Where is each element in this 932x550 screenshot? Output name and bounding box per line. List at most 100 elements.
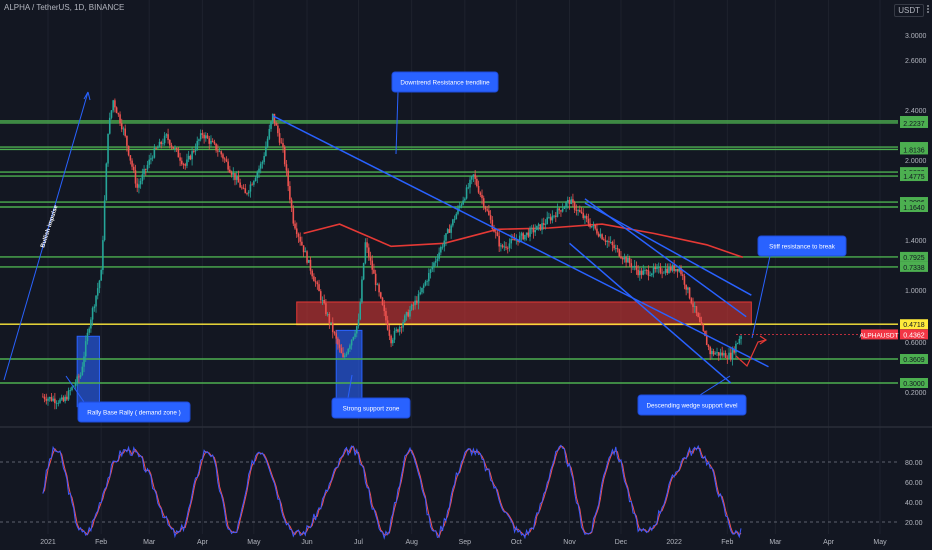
candle-body — [597, 233, 600, 237]
candle-body — [601, 234, 603, 240]
candle-body — [265, 146, 267, 156]
candle-body — [158, 141, 161, 148]
annotation-text: Bullish impulse — [40, 204, 60, 249]
candle-body — [532, 228, 535, 233]
candle-body — [367, 247, 370, 258]
candle-body — [589, 223, 591, 228]
candle-body — [530, 228, 533, 229]
candle-body — [568, 200, 571, 205]
candle-body — [71, 386, 73, 390]
candle-body — [119, 114, 121, 124]
x-tick-label: Sep — [459, 539, 472, 546]
candle-body — [671, 265, 674, 271]
candle-body — [469, 179, 471, 188]
annotation-text: Strong support zone — [343, 406, 400, 413]
candle-body — [295, 228, 298, 234]
currency-button[interactable]: USDT — [894, 4, 924, 17]
candle-body — [716, 352, 718, 354]
candle-body — [553, 215, 555, 217]
candle-body — [627, 258, 629, 263]
annotation-box — [637, 394, 747, 416]
candle-body — [270, 121, 272, 129]
candle-body — [258, 168, 260, 173]
candle-body — [620, 256, 622, 259]
candle-body — [652, 267, 655, 274]
candle-body — [613, 245, 615, 249]
candle-body — [717, 352, 720, 356]
candle-body — [156, 147, 159, 149]
candle-body — [486, 209, 488, 211]
candle-body — [623, 256, 626, 260]
candle-body — [383, 305, 386, 312]
candle-body — [733, 348, 735, 353]
candle-body — [177, 149, 180, 158]
candle-body — [524, 234, 526, 240]
candle-body — [424, 281, 427, 286]
more-options-icon[interactable] — [925, 4, 931, 14]
candle-body — [529, 228, 531, 237]
candle-body — [325, 303, 327, 315]
candle-body — [357, 319, 360, 327]
candle-body — [193, 151, 195, 152]
candle-body — [318, 284, 320, 292]
y-tick-label: 0.6000 — [905, 340, 927, 347]
candle-body — [633, 265, 636, 267]
candle-body — [632, 266, 634, 268]
candle-body — [69, 389, 72, 391]
candle-body — [417, 294, 420, 304]
candle-body — [721, 352, 723, 356]
candle-body — [393, 330, 396, 340]
candle-body — [616, 248, 619, 250]
candle-body — [695, 306, 698, 314]
candle-body — [680, 267, 682, 275]
candle-body — [84, 341, 87, 357]
annotation-text: Downtrend Resistance trendline — [400, 80, 490, 87]
candle-body — [500, 245, 502, 247]
moving-average-line — [303, 223, 744, 259]
candle-body — [479, 192, 482, 195]
candle-body — [349, 345, 351, 349]
candle-body — [398, 327, 401, 332]
candle-body — [546, 217, 548, 225]
candle-body — [102, 240, 104, 270]
candle-body — [433, 262, 435, 267]
candle-body — [603, 239, 605, 241]
candle-body — [251, 184, 253, 186]
candle-body — [440, 247, 442, 253]
candle-body — [392, 339, 394, 344]
candle-body — [496, 232, 499, 236]
candle-body — [345, 353, 348, 356]
candle-body — [263, 155, 265, 162]
candle-body — [630, 263, 633, 268]
candle-body — [120, 123, 123, 130]
x-tick-label: 2021 — [40, 539, 56, 546]
candle-body — [134, 170, 137, 184]
candle-body — [76, 376, 78, 384]
y-tick-label: 2.6000 — [905, 58, 927, 65]
candle-body — [458, 205, 461, 208]
candle-body — [683, 275, 686, 285]
candle-body — [621, 258, 624, 260]
candle-body — [162, 143, 164, 145]
candle-body — [208, 138, 211, 144]
candle-body — [385, 311, 387, 321]
candle-body — [57, 402, 60, 404]
candle-body — [241, 187, 243, 189]
candle-body — [482, 198, 485, 207]
candle-body — [395, 329, 398, 331]
candle-body — [275, 123, 277, 126]
candle-body — [335, 333, 337, 339]
candle-body — [431, 266, 434, 270]
candle-body — [386, 320, 389, 330]
candle-body — [477, 186, 480, 193]
candle-body — [144, 169, 147, 170]
candle-body — [110, 110, 113, 118]
candle-body — [558, 208, 561, 211]
x-tick-label: Dec — [615, 539, 628, 546]
candle-body — [728, 352, 730, 359]
x-tick-label: Aug — [405, 539, 418, 546]
candle-body — [282, 143, 284, 147]
candle-body — [47, 398, 49, 401]
candle-body — [126, 135, 128, 146]
